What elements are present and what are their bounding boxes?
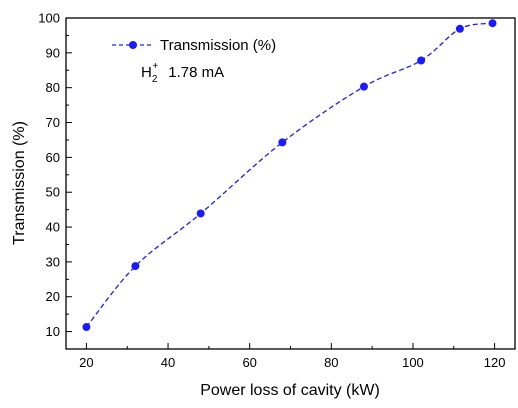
y-tick-label: 90: [46, 45, 60, 60]
y-tick-label: 30: [46, 254, 60, 269]
legend-series-name: Transmission (%): [160, 37, 276, 54]
y-tick-label: 70: [46, 115, 60, 130]
x-axis-ticks: 20 40 60 80 100 120: [79, 343, 505, 370]
y-axis-ticks: 10 20 30 40 50 60 70 80 90 100: [38, 11, 72, 339]
series-line: [85, 22, 493, 328]
x-tick-label: 20: [79, 355, 93, 370]
y-tick-label: 10: [46, 324, 60, 339]
y-tick-label: 40: [46, 220, 60, 235]
data-point: [417, 56, 426, 65]
legend-point-marker: [129, 41, 137, 49]
data-point: [196, 209, 205, 218]
x-tick-label: 80: [324, 355, 338, 370]
legend: Transmission (%): [112, 37, 276, 54]
data-point: [82, 323, 91, 332]
x-tick-label: 100: [402, 355, 424, 370]
data-point: [359, 82, 368, 91]
annotation-label: H2 + 1.78 mA: [141, 61, 224, 85]
annotation-superscript: +: [152, 61, 158, 72]
data-point: [131, 262, 140, 271]
y-tick-label: 20: [46, 289, 60, 304]
series-lines: [85, 22, 493, 328]
y-tick-label: 80: [46, 80, 60, 95]
y-axis-label: Transmission (%): [11, 121, 28, 245]
data-point: [488, 19, 497, 28]
x-tick-label: 40: [161, 355, 175, 370]
annotation-current: 1.78 mA: [168, 64, 224, 81]
annotation-subscript: 2: [152, 74, 158, 85]
x-tick-label: 120: [484, 355, 506, 370]
data-point: [455, 24, 464, 33]
y-tick-label: 100: [38, 11, 60, 26]
data-point: [278, 138, 287, 147]
x-axis-label: Power loss of cavity (kW): [200, 382, 380, 399]
x-tick-label: 60: [242, 355, 256, 370]
y-tick-label: 60: [46, 150, 60, 165]
annotation-species: H: [141, 64, 152, 81]
y-tick-label: 50: [46, 185, 60, 200]
plot-frame: [65, 17, 516, 350]
series-points: [82, 19, 497, 332]
